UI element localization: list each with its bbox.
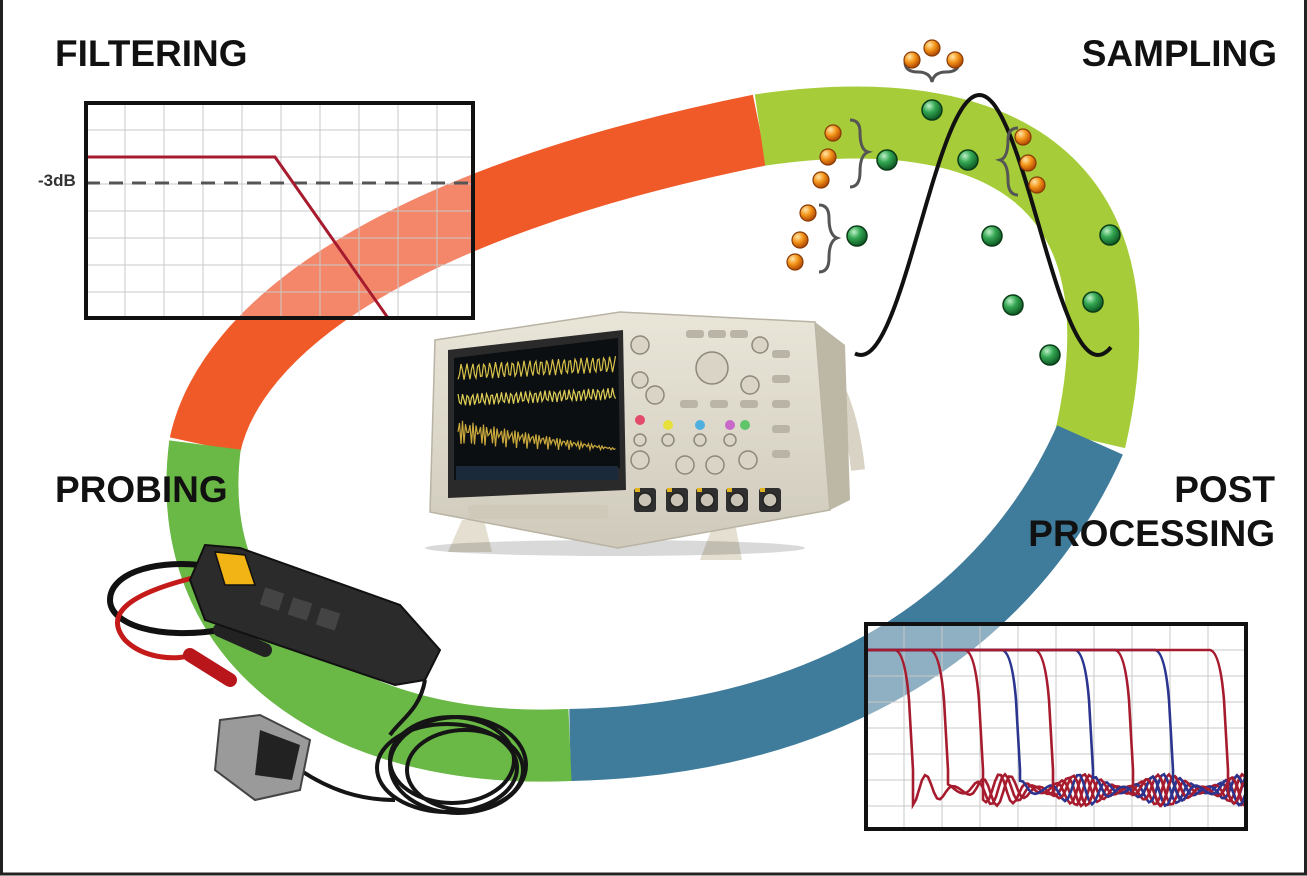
sample-dot-icon <box>921 99 943 121</box>
sample-dot-icon <box>791 231 809 249</box>
sample-dot-icon <box>957 149 979 171</box>
sample-dot-icon <box>923 39 941 57</box>
sample-dot-icon <box>1099 224 1121 246</box>
stage-label-sampling: SAMPLING <box>1081 33 1277 74</box>
sample-dot-icon <box>846 225 868 247</box>
sample-dot-icon <box>1019 154 1037 172</box>
post-processing-plot <box>864 622 1248 831</box>
oscilloscope-icon <box>425 311 865 560</box>
brace-icon <box>818 61 1019 274</box>
sample-dot-icon <box>876 149 898 171</box>
sample-dot-icon <box>824 124 842 142</box>
filter-curve <box>86 155 390 318</box>
sample-dot-icon <box>819 148 837 166</box>
sine-wave-icon <box>786 39 1121 366</box>
stage-label-post-processing: POST PROCESSING <box>1028 468 1275 556</box>
stage-label-post-line2: PROCESSING <box>1028 513 1275 554</box>
stage-label-filtering: FILTERING <box>55 33 248 74</box>
probe-icon <box>106 543 528 815</box>
sample-dot-icon <box>946 51 964 69</box>
sample-dot-icon <box>1014 128 1032 146</box>
sample-dot-icon <box>786 253 804 271</box>
stage-label-post-line1: POST <box>1174 469 1275 510</box>
sample-dot-icon <box>981 225 1003 247</box>
stage-label-probing: PROBING <box>55 469 228 510</box>
sample-dot-icon <box>1039 344 1061 366</box>
filter-response-plot <box>84 101 475 320</box>
sample-dot-icon <box>1002 294 1024 316</box>
ring-segment-probing <box>166 440 572 782</box>
cutoff-label: -3dB <box>38 171 76 190</box>
sample-dot-icon <box>1082 291 1104 313</box>
sample-dot-icon <box>903 51 921 69</box>
sample-dot-icon <box>799 204 817 222</box>
sample-dot-icon <box>1028 176 1046 194</box>
sample-dot-icon <box>812 171 830 189</box>
